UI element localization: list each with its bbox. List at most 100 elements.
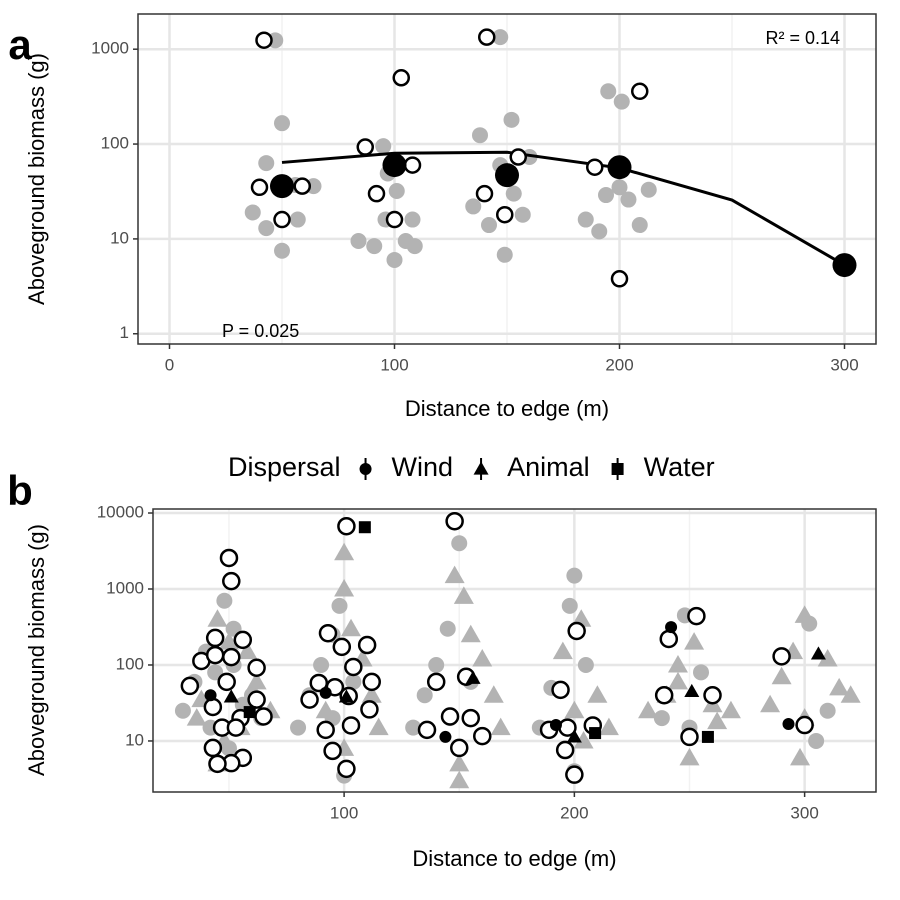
point bbox=[551, 680, 570, 700]
point bbox=[472, 648, 493, 667]
point bbox=[453, 586, 474, 604]
point bbox=[222, 571, 241, 591]
point bbox=[174, 702, 191, 719]
point bbox=[368, 717, 389, 736]
point bbox=[274, 242, 290, 259]
point bbox=[840, 685, 861, 703]
point bbox=[573, 730, 594, 749]
point bbox=[205, 645, 225, 665]
point bbox=[832, 253, 857, 278]
point bbox=[495, 163, 519, 188]
point bbox=[386, 251, 403, 268]
point bbox=[449, 738, 469, 758]
x-axis-title: Distance to edge (m) bbox=[405, 396, 609, 421]
point bbox=[589, 727, 602, 740]
point bbox=[218, 632, 239, 650]
point bbox=[345, 673, 362, 690]
point bbox=[428, 656, 445, 673]
point bbox=[341, 618, 362, 637]
point bbox=[358, 521, 371, 534]
point bbox=[375, 138, 392, 155]
panel-tag: b bbox=[7, 467, 33, 514]
point bbox=[290, 719, 307, 736]
point bbox=[350, 233, 367, 250]
point bbox=[237, 641, 258, 660]
point bbox=[465, 670, 481, 684]
point bbox=[492, 29, 509, 46]
point bbox=[323, 741, 342, 761]
point bbox=[461, 708, 481, 728]
point bbox=[439, 620, 456, 637]
point bbox=[274, 115, 290, 132]
point bbox=[808, 732, 825, 749]
point bbox=[610, 270, 629, 288]
point bbox=[337, 759, 356, 779]
y-tick-label: 100 bbox=[101, 134, 129, 153]
point bbox=[316, 720, 335, 740]
point bbox=[258, 220, 275, 237]
panel-tag: a bbox=[8, 21, 32, 68]
point bbox=[555, 740, 575, 760]
point bbox=[445, 511, 464, 531]
point bbox=[591, 223, 608, 240]
legend-label: Water bbox=[644, 452, 715, 482]
point bbox=[600, 83, 617, 100]
point bbox=[631, 217, 648, 234]
point bbox=[331, 597, 348, 614]
point bbox=[361, 685, 382, 703]
point bbox=[392, 69, 410, 87]
legend-key bbox=[473, 461, 489, 475]
point bbox=[478, 28, 496, 46]
y-tick-label: 1 bbox=[120, 323, 129, 342]
point bbox=[440, 707, 460, 726]
point bbox=[514, 206, 531, 223]
point bbox=[552, 641, 573, 660]
point bbox=[782, 718, 795, 731]
y-tick-label: 10 bbox=[110, 228, 129, 247]
y-tick-label: 10000 bbox=[97, 502, 144, 521]
point bbox=[564, 700, 585, 719]
point bbox=[186, 708, 207, 726]
point bbox=[810, 646, 826, 660]
legend-key bbox=[611, 463, 624, 475]
point bbox=[566, 567, 583, 584]
point bbox=[207, 664, 224, 681]
point bbox=[300, 690, 319, 709]
point bbox=[472, 127, 488, 144]
point bbox=[208, 754, 227, 774]
x-tick-label: 100 bbox=[330, 803, 358, 822]
point bbox=[293, 177, 311, 195]
y-tick-label: 10 bbox=[125, 730, 144, 749]
point bbox=[366, 238, 383, 255]
point bbox=[254, 707, 273, 726]
point bbox=[819, 702, 836, 719]
point bbox=[659, 629, 679, 649]
fit-curve bbox=[281, 150, 846, 267]
point bbox=[460, 624, 481, 643]
point bbox=[217, 672, 236, 692]
point bbox=[577, 211, 594, 228]
point bbox=[388, 182, 405, 199]
point bbox=[561, 597, 578, 614]
point bbox=[255, 31, 273, 49]
point bbox=[586, 158, 604, 176]
y-axis-title: Aboveground biomass (g) bbox=[24, 53, 49, 305]
point bbox=[205, 628, 225, 648]
point bbox=[684, 683, 700, 697]
point bbox=[243, 706, 256, 719]
point bbox=[720, 700, 741, 719]
point bbox=[680, 727, 699, 747]
point bbox=[334, 578, 355, 597]
point bbox=[687, 606, 706, 626]
point bbox=[509, 148, 527, 166]
point bbox=[505, 185, 522, 202]
x-tick-label: 200 bbox=[605, 355, 633, 374]
point bbox=[707, 711, 728, 730]
x-tick-label: 300 bbox=[790, 803, 818, 822]
point bbox=[338, 689, 354, 703]
point bbox=[620, 191, 637, 208]
point bbox=[416, 687, 433, 704]
point bbox=[473, 726, 492, 746]
legend-title: Dispersal bbox=[228, 452, 341, 482]
point bbox=[549, 719, 562, 732]
